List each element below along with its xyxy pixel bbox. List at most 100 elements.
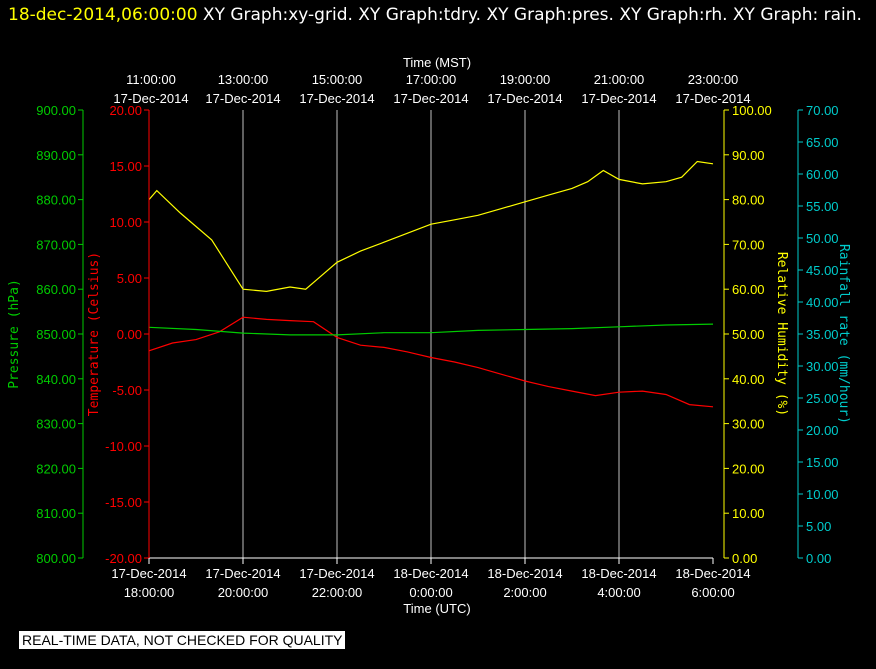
pressure-tick-label: 900.00 — [36, 103, 76, 118]
humidity-axis-label: Relative Humidity (%) — [774, 252, 789, 416]
temperature-tick-label: -15.00 — [105, 495, 142, 510]
top-tick-label: 23:00:00 17-Dec-2014 — [675, 72, 750, 106]
rain-tick-label: 65.00 — [806, 135, 839, 150]
top-tick-date: 17-Dec-2014 — [393, 91, 468, 106]
pressure-tick-label: 860.00 — [36, 282, 76, 297]
pressure-tick-label: 850.00 — [36, 327, 76, 342]
series-line-rh — [148, 160, 714, 293]
graph-header: 18-dec-2014,06:00:00 XY Graph:xy-grid. X… — [8, 2, 868, 29]
top-tick-time: 17:00:00 — [406, 72, 457, 87]
top-tick-time: 19:00:00 — [500, 72, 551, 87]
quality-disclaimer: REAL-TIME DATA, NOT CHECKED FOR QUALITY — [19, 631, 346, 649]
bottom-tick-time: 6:00:00 — [691, 585, 734, 600]
top-tick-time: 11:00:00 — [126, 72, 176, 87]
rain-tick-label: 70.00 — [806, 103, 839, 118]
temperature-tick-label: 15.00 — [109, 159, 142, 174]
pressure-tick-label: 830.00 — [36, 417, 76, 432]
bottom-tick-time: 4:00:00 — [597, 585, 640, 600]
humidity-tick-label: 40.00 — [732, 372, 765, 387]
top-tick-label: 21:00:00 17-Dec-2014 — [581, 72, 656, 106]
rain-tick-label: 55.00 — [806, 199, 839, 214]
rain-tick-label: 60.00 — [806, 167, 839, 182]
top-tick-label: 13:00:00 17-Dec-2014 — [205, 72, 280, 106]
rain-axis-label: Rainfall rate (mm/hour) — [836, 244, 851, 424]
top-tick-date: 17-Dec-2014 — [113, 91, 188, 106]
pressure-tick-label: 870.00 — [36, 237, 76, 252]
bottom-tick-label: 18-Dec-2014 6:00:00 — [675, 566, 750, 600]
pressure-tick-label: 810.00 — [36, 506, 76, 521]
temperature-tick-label: 20.00 — [109, 103, 142, 118]
rain-tick-label: 20.00 — [806, 423, 839, 438]
bottom-tick-label: 18-Dec-2014 0:00:00 — [393, 566, 468, 600]
humidity-tick-label: 80.00 — [732, 193, 765, 208]
series-layer — [148, 160, 714, 408]
bottom-tick-date: 17-Dec-2014 — [299, 566, 374, 581]
bottom-tick-label: 17-Dec-2014 22:00:00 — [299, 566, 374, 600]
pressure-tick-label: 890.00 — [36, 148, 76, 163]
bottom-tick-date: 18-Dec-2014 — [393, 566, 468, 581]
bottom-tick-time: 18:00:00 — [124, 585, 175, 600]
bottom-tick-time: 20:00:00 — [218, 585, 269, 600]
rain-tick-label: 5.00 — [806, 519, 831, 534]
top-tick-label: 19:00:00 17-Dec-2014 — [487, 72, 562, 106]
top-tick-time: 23:00:00 — [688, 72, 739, 87]
temperature-tick-label: 10.00 — [109, 215, 142, 230]
humidity-tick-label: 60.00 — [732, 282, 765, 297]
rain-tick-label: 40.00 — [806, 295, 839, 310]
header-graph-titles: XY Graph:xy-grid. XY Graph:tdry. XY Grap… — [202, 5, 862, 25]
top-tick-date: 17-Dec-2014 — [581, 91, 656, 106]
rain-tick-label: 10.00 — [806, 487, 839, 502]
bottom-tick-label: 18-Dec-2014 2:00:00 — [487, 566, 562, 600]
bottom-axis-title: Time (UTC) — [403, 601, 470, 616]
series-line-tdry — [148, 316, 714, 408]
top-tick-date: 17-Dec-2014 — [299, 91, 374, 106]
axes: 800.00 810.00 820.00 830.00 840.00 850.00 860.… — [7, 55, 851, 616]
temperature-tick-label: -5.00 — [112, 383, 142, 398]
bottom-tick-date: 17-Dec-2014 — [205, 566, 280, 581]
rain-tick-label: 0.00 — [806, 551, 831, 566]
humidity-tick-label: 70.00 — [732, 237, 765, 252]
temperature-tick-label: 0.00 — [117, 327, 142, 342]
bottom-tick-time: 22:00:00 — [312, 585, 363, 600]
bottom-tick-date: 18-Dec-2014 — [581, 566, 656, 581]
bottom-tick-date: 17-Dec-2014 — [111, 566, 186, 581]
temperature-tick-label: 5.00 — [117, 271, 142, 286]
top-tick-date: 17-Dec-2014 — [205, 91, 280, 106]
bottom-tick-date: 18-Dec-2014 — [487, 566, 562, 581]
bottom-tick-label: 17-Dec-2014 18:00:00 — [111, 566, 186, 600]
top-tick-time: 13:00:00 — [218, 72, 269, 87]
top-tick-date: 17-Dec-2014 — [487, 91, 562, 106]
top-tick-time: 15:00:00 — [312, 72, 363, 87]
humidity-tick-label: 20.00 — [732, 461, 765, 476]
temperature-tick-label: -10.00 — [105, 439, 142, 454]
pressure-tick-label: 800.00 — [36, 551, 76, 566]
humidity-tick-label: 50.00 — [732, 327, 765, 342]
top-axis-title: Time (MST) — [403, 55, 471, 70]
rain-tick-label: 50.00 — [806, 231, 839, 246]
top-tick-label: 11:00:00 17-Dec-2014 — [113, 72, 188, 106]
pressure-tick-label: 880.00 — [36, 193, 76, 208]
header-timestamp: 18-dec-2014,06:00:00 — [8, 5, 198, 25]
temperature-tick-label: -20.00 — [105, 551, 142, 566]
series-line-pres — [148, 323, 714, 336]
bottom-tick-time: 2:00:00 — [503, 585, 546, 600]
top-tick-label: 15:00:00 17-Dec-2014 — [299, 72, 374, 106]
top-tick-label: 17:00:00 17-Dec-2014 — [393, 72, 468, 106]
humidity-tick-label: 30.00 — [732, 417, 765, 432]
humidity-tick-label: 10.00 — [732, 506, 765, 521]
rain-tick-label: 30.00 — [806, 359, 839, 374]
bottom-tick-label: 18-Dec-2014 4:00:00 — [581, 566, 656, 600]
pressure-tick-label: 820.00 — [36, 461, 76, 476]
top-tick-time: 21:00:00 — [594, 72, 645, 87]
rain-tick-label: 35.00 — [806, 327, 839, 342]
bottom-tick-time: 0:00:00 — [409, 585, 452, 600]
humidity-tick-label: 90.00 — [732, 148, 765, 163]
rain-tick-label: 45.00 — [806, 263, 839, 278]
humidity-tick-label: 100.00 — [732, 103, 772, 118]
grid — [242, 110, 620, 558]
top-tick-date: 17-Dec-2014 — [675, 91, 750, 106]
rain-tick-label: 25.00 — [806, 391, 839, 406]
pressure-tick-label: 840.00 — [36, 372, 76, 387]
rain-tick-label: 15.00 — [806, 455, 839, 470]
